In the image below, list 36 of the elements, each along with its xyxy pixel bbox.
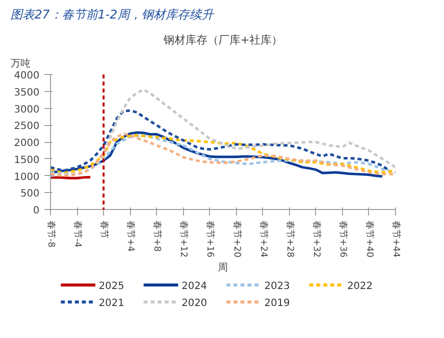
x-tick-label: 春节+36 — [337, 220, 348, 258]
x-tick-label: 春节-4 — [72, 220, 84, 248]
x-tick-label: 春节+24 — [258, 220, 269, 258]
y-tick-label: 1500 — [14, 154, 40, 166]
chart-title: 图表27：春节前1-2周，钢材库存续升 — [10, 8, 214, 22]
y-tick-label: 3000 — [14, 104, 40, 116]
x-tick-label: 春节+44 — [390, 220, 402, 258]
x-tick-label: 春节+28 — [284, 220, 296, 258]
x-tick-label: 春节-8 — [46, 220, 56, 248]
x-tick-label: 春节+4 — [125, 220, 136, 252]
x-tick-label: 春节+16 — [204, 220, 216, 258]
line-series — [50, 88, 396, 176]
legend-label: 2019 — [264, 298, 290, 309]
y-tick-label: 500 — [20, 188, 40, 200]
y-tick-label: 3500 — [14, 87, 40, 98]
x-tick-label: 春节+12 — [178, 220, 190, 258]
legend-label: 2022 — [347, 281, 373, 292]
x-tick-label: 春节+40 — [364, 220, 375, 258]
legend-label: 2025 — [98, 281, 124, 292]
y-tick-label: 4000 — [14, 70, 40, 82]
x-axis-title: 周 — [218, 262, 228, 274]
line-series — [50, 109, 390, 172]
legend-label: 2024 — [182, 281, 208, 292]
y-tick-label: 2500 — [14, 121, 40, 132]
chart-subtitle: 钢材库存（厂库+社库） — [162, 34, 283, 46]
y-axis-title: 万吨 — [10, 58, 30, 70]
legend-label: 2023 — [264, 281, 290, 292]
x-tick-label: 春节 — [98, 220, 110, 238]
x-tick-label: 春节+20 — [231, 220, 242, 258]
x-tick-label: 春节+32 — [310, 220, 322, 258]
y-tick-label: 1000 — [14, 172, 40, 183]
y-tick-label: 0 — [33, 206, 40, 216]
x-tick-label: 春节+8 — [152, 220, 163, 252]
legend-label: 2020 — [182, 298, 208, 309]
legend-label: 2021 — [98, 298, 124, 309]
y-tick-label: 2000 — [14, 138, 40, 149]
